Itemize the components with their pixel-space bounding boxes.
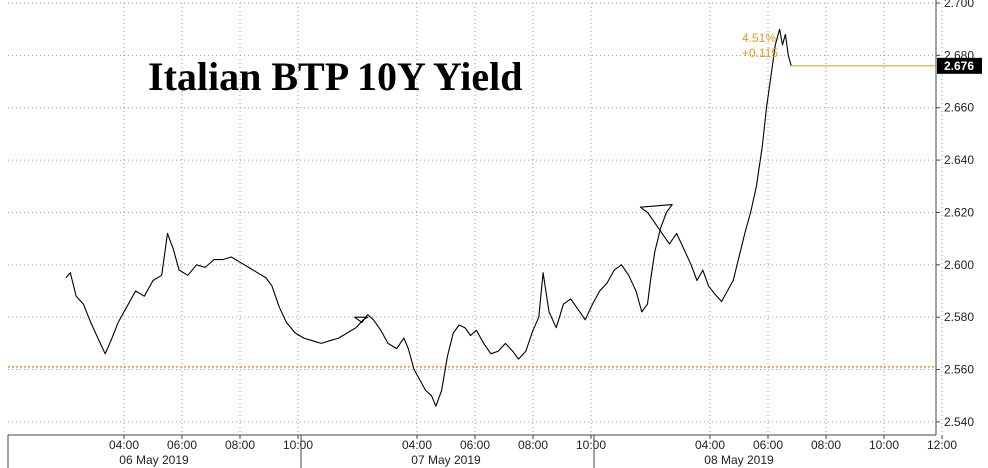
series-layer	[65, 28, 936, 407]
x-day-label: 08 May 2019	[704, 453, 774, 467]
y-tick-label: 2.580	[944, 310, 974, 324]
last-value-label: 2.676	[944, 59, 974, 73]
y-tick-label: 2.600	[944, 258, 974, 272]
y-tick-label: 2.540	[944, 415, 974, 429]
label-layer: 2.676 4.51%+0.115	[742, 31, 982, 74]
x-tick-label: 10:00	[576, 438, 606, 452]
axes: 2.5402.5602.5802.6002.6202.6402.6602.680…	[7, 0, 974, 468]
x-tick-label: 04:00	[695, 438, 725, 452]
series-line	[65, 28, 792, 407]
y-tick-label: 2.640	[944, 153, 974, 167]
y-tick-label: 2.660	[944, 101, 974, 115]
x-tick-label: 06:00	[753, 438, 783, 452]
y-tick-label: 2.560	[944, 363, 974, 377]
x-day-label: 06 May 2019	[119, 453, 189, 467]
change-value-label: +0.115	[742, 46, 778, 60]
x-tick-label: 06:00	[167, 438, 197, 452]
x-tick-label: 04:00	[109, 438, 139, 452]
x-tick-label: 08:00	[811, 438, 841, 452]
x-tick-label: 10:00	[869, 438, 899, 452]
x-day-label: 07 May 2019	[411, 453, 481, 467]
change-percent-label: 4.51%	[742, 31, 776, 45]
chart-title: Italian BTP 10Y Yield	[148, 54, 523, 99]
last-value-badge	[937, 57, 982, 74]
y-tick-label: 2.620	[944, 205, 974, 219]
x-tick-label: 12:00	[927, 438, 957, 452]
x-tick-label: 08:00	[225, 438, 255, 452]
y-tick-label: 2.700	[944, 0, 974, 10]
grid	[8, 2, 943, 435]
x-tick-label: 06:00	[460, 438, 490, 452]
x-tick-label: 04:00	[402, 438, 432, 452]
x-tick-label: 08:00	[518, 438, 548, 452]
x-tick-label: 10:00	[283, 438, 313, 452]
